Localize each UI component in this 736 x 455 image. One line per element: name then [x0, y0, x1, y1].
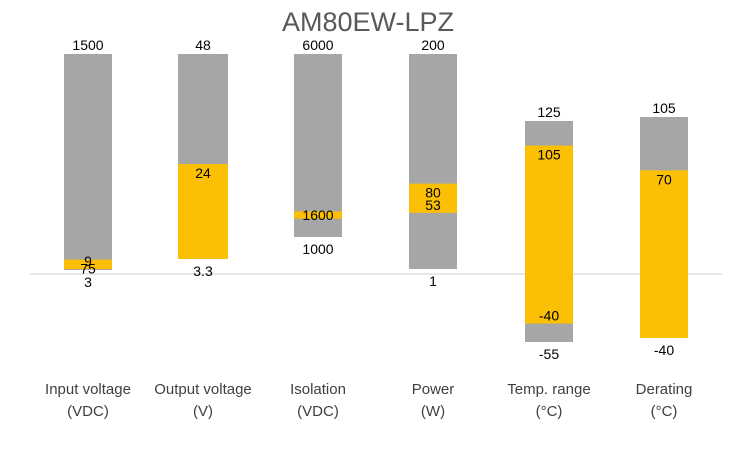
highlight-low-label: -40 [539, 308, 559, 324]
max-label: 200 [421, 37, 445, 53]
category-label: Derating [636, 381, 693, 398]
category-label: Isolation [290, 381, 346, 398]
category-unit-label: (VDC) [67, 403, 109, 420]
min-label: 1 [429, 273, 437, 289]
category-unit-label: (°C) [536, 403, 563, 420]
min-label: -55 [539, 346, 559, 362]
min-label: 1000 [302, 241, 333, 257]
highlight-high-label: 105 [537, 147, 561, 163]
range-bar [294, 54, 342, 237]
highlight-high-label: 24 [195, 165, 211, 181]
highlight-low-label: 53 [425, 197, 441, 213]
highlight-bar [294, 211, 342, 219]
highlight-mid-label: 1600 [302, 207, 333, 223]
category-unit-label: (°C) [651, 403, 678, 420]
highlight-bar [409, 183, 457, 213]
max-label: 6000 [302, 37, 333, 53]
chart-title: AM80EW-LPZ [282, 7, 454, 37]
range-bar [409, 54, 457, 269]
max-label: 1500 [72, 37, 103, 53]
category-label: Power [412, 381, 455, 398]
highlight-low-label: 9 [84, 253, 92, 269]
min-label: 3.3 [193, 263, 213, 279]
highlight-bar [640, 170, 688, 338]
category-unit-label: (W) [421, 403, 445, 420]
min-label: 3 [84, 274, 92, 290]
range-bar [64, 54, 112, 270]
highlight-high-label: 80 [425, 185, 441, 201]
max-label: 48 [195, 37, 211, 53]
highlight-high-label: 75 [80, 261, 96, 277]
category-unit-label: (VDC) [297, 403, 339, 420]
highlight-bar [64, 259, 112, 270]
category-label: Input voltage [45, 381, 131, 398]
max-label: 105 [652, 100, 676, 116]
highlight-high-label: 70 [656, 171, 672, 187]
highlight-bar [525, 145, 573, 324]
min-label: -40 [654, 342, 674, 358]
category-unit-label: (V) [193, 403, 213, 420]
highlight-bar [178, 164, 228, 259]
max-label: 125 [537, 104, 561, 120]
category-label: Temp. range [507, 381, 590, 398]
category-label: Output voltage [154, 381, 252, 398]
